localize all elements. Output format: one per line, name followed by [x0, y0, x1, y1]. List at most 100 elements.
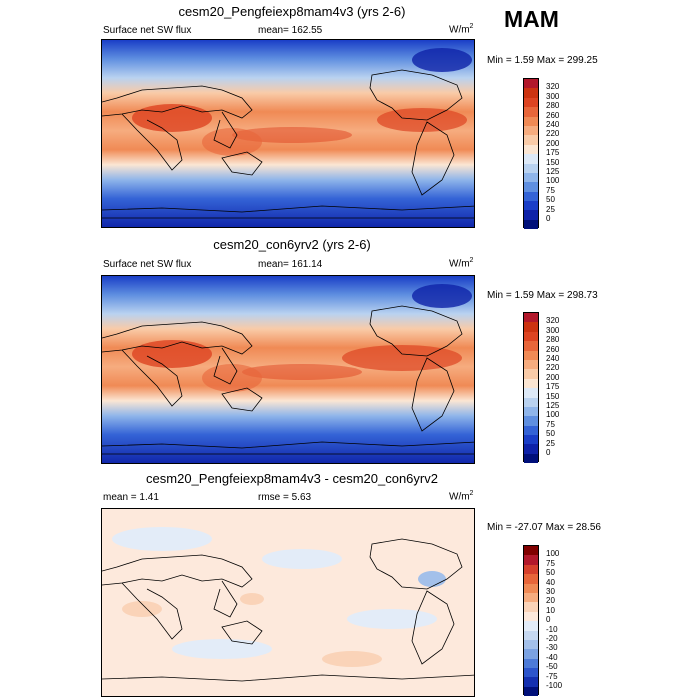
colorbar-tick-label: 30 — [546, 587, 555, 596]
colorbar-segment — [524, 649, 538, 659]
panel-2-title: cesm20_con6yrv2 (yrs 2-6) — [213, 237, 371, 252]
colorbar-segment — [524, 592, 538, 603]
colorbar-segment — [524, 378, 538, 389]
colorbar-segment — [524, 116, 538, 126]
panel-1-colorbar — [523, 78, 539, 230]
colorbar-tick-label: 175 — [546, 148, 560, 158]
colorbar-tick-label: 0 — [546, 615, 551, 625]
colorbar-tick-label: 25 — [546, 438, 555, 448]
panel-3-minmax: Min = -27.07 Max = 28.56 — [487, 522, 601, 533]
colorbar-segment — [524, 583, 538, 593]
panel-1-map-graphic — [102, 40, 474, 227]
colorbar-segment — [524, 107, 538, 117]
colorbar-tick-label: 280 — [546, 101, 560, 111]
colorbar-tick-label: 125 — [546, 401, 560, 410]
colorbar-tick-label: 75 — [546, 419, 555, 429]
colorbar-segment — [524, 219, 538, 230]
panel-1-title: cesm20_Pengfeiexp8mam4v3 (yrs 2-6) — [178, 4, 406, 19]
colorbar-tick-label: 100 — [546, 410, 560, 420]
panel-3-mean: mean = 1.41 — [103, 492, 159, 503]
colorbar-tick-label: 20 — [546, 596, 555, 606]
colorbar-tick-label: 320 — [546, 82, 560, 92]
colorbar-segment — [524, 331, 538, 342]
colorbar-tick-label: 150 — [546, 157, 560, 167]
colorbar-segment — [524, 201, 538, 211]
colorbar-segment — [524, 668, 538, 678]
colorbar-segment — [524, 313, 538, 323]
colorbar-tick-label: 240 — [546, 120, 560, 129]
colorbar-segment — [524, 406, 538, 417]
colorbar-tick-label: 25 — [546, 204, 555, 214]
colorbar-segment — [524, 453, 538, 464]
colorbar-tick-label: 10 — [546, 605, 555, 615]
colorbar-segment — [524, 191, 538, 202]
colorbar-tick-label: 240 — [546, 354, 560, 363]
colorbar-tick-label: 125 — [546, 167, 560, 176]
colorbar-segment — [524, 341, 538, 351]
colorbar-segment — [524, 88, 538, 98]
panel-1-minmax: Min = 1.59 Max = 299.25 — [487, 55, 598, 66]
colorbar-tick-label: 50 — [546, 568, 555, 578]
colorbar-tick-label: 50 — [546, 429, 555, 439]
panel-1-units: W/m2 — [449, 23, 474, 36]
colorbar-segment — [524, 546, 538, 556]
colorbar-segment — [524, 602, 538, 612]
colorbar-tick-label: 50 — [546, 195, 555, 205]
colorbar-segment — [524, 555, 538, 565]
panel-3-colorbar — [523, 545, 539, 697]
colorbar-segment — [524, 79, 538, 89]
panel-1-map — [101, 39, 475, 228]
colorbar-tick-label: -40 — [546, 652, 558, 662]
colorbar-tick-label: 0 — [546, 448, 551, 457]
colorbar-tick-label: 150 — [546, 391, 560, 401]
colorbar-tick-label: -75 — [546, 671, 558, 681]
panel-2-minmax: Min = 1.59 Max = 298.73 — [487, 290, 598, 301]
colorbar-segment — [524, 154, 538, 164]
colorbar-segment — [524, 658, 538, 669]
colorbar-segment — [524, 125, 538, 136]
colorbar-segment — [524, 97, 538, 108]
colorbar-segment — [524, 210, 538, 220]
colorbar-tick-label: 100 — [546, 549, 560, 559]
colorbar-tick-label: -50 — [546, 662, 558, 672]
panel-2-mean: mean= 161.14 — [258, 259, 323, 270]
colorbar-tick-label: 40 — [546, 577, 555, 587]
colorbar-segment — [524, 359, 538, 370]
colorbar-tick-label: -10 — [546, 624, 558, 634]
panel-3-rmse: rmse = 5.63 — [258, 492, 312, 503]
colorbar-tick-label: 200 — [546, 372, 560, 382]
colorbar-tick-label: 220 — [546, 363, 560, 373]
colorbar-segment — [524, 182, 538, 192]
colorbar-segment — [524, 574, 538, 584]
colorbar-segment — [524, 444, 538, 454]
colorbar-tick-label: 260 — [546, 110, 560, 120]
colorbar-tick-label: -20 — [546, 634, 558, 643]
colorbar-segment — [524, 350, 538, 360]
colorbar-segment — [524, 621, 538, 631]
colorbar-segment — [524, 397, 538, 407]
colorbar-segment — [524, 416, 538, 426]
colorbar-tick-label: 100 — [546, 176, 560, 186]
colorbar-tick-label: 75 — [546, 558, 555, 568]
colorbar-segment — [524, 686, 538, 697]
colorbar-segment — [524, 630, 538, 640]
colorbar-tick-label: 300 — [546, 325, 560, 335]
colorbar-segment — [524, 435, 538, 445]
panel-1-mean: mean= 162.55 — [258, 25, 323, 36]
panel-2-units: W/m2 — [449, 257, 474, 270]
colorbar-tick-label: 75 — [546, 185, 555, 195]
panel-2-map — [101, 275, 475, 464]
colorbar-tick-label: 0 — [546, 214, 551, 223]
colorbar-tick-label: 280 — [546, 335, 560, 345]
colorbar-segment — [524, 369, 538, 379]
panel-3-map — [101, 508, 475, 697]
colorbar-tick-label: 260 — [546, 344, 560, 354]
colorbar-segment — [524, 639, 538, 650]
colorbar-segment — [524, 425, 538, 436]
panel-2-colorbar — [523, 312, 539, 464]
colorbar-tick-label: 300 — [546, 91, 560, 101]
panel-3-title: cesm20_Pengfeiexp8mam4v3 - cesm20_con6yr… — [146, 471, 438, 486]
colorbar-segment — [524, 172, 538, 183]
colorbar-segment — [524, 135, 538, 145]
panel-2-map-graphic — [102, 276, 474, 463]
